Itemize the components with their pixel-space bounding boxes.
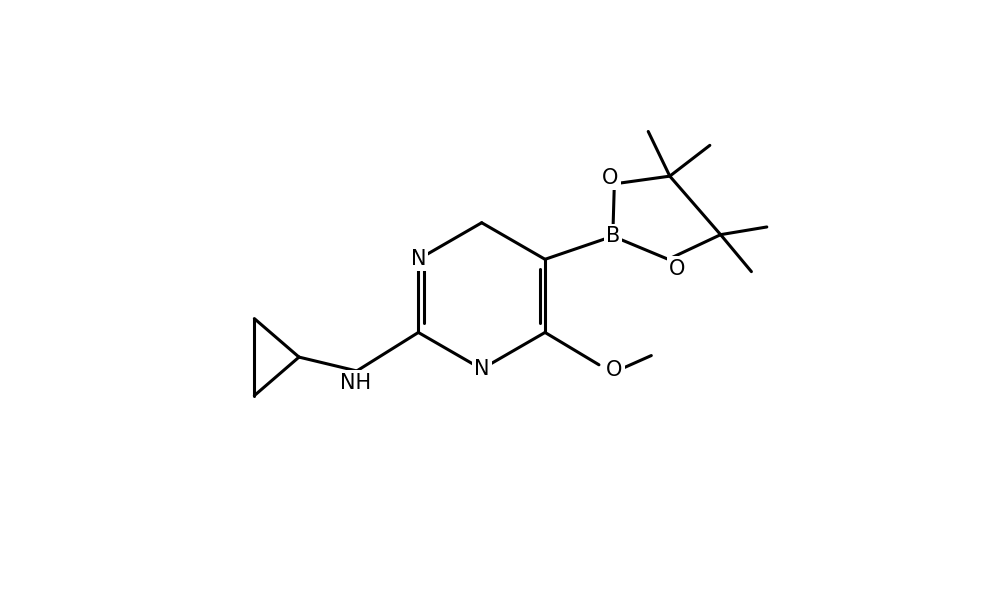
Text: O: O — [602, 168, 619, 188]
Text: N: N — [474, 359, 489, 379]
Text: N: N — [411, 249, 426, 269]
Text: NH: NH — [340, 372, 371, 392]
Text: O: O — [606, 360, 623, 380]
Text: B: B — [606, 226, 620, 246]
Text: O: O — [669, 259, 686, 279]
